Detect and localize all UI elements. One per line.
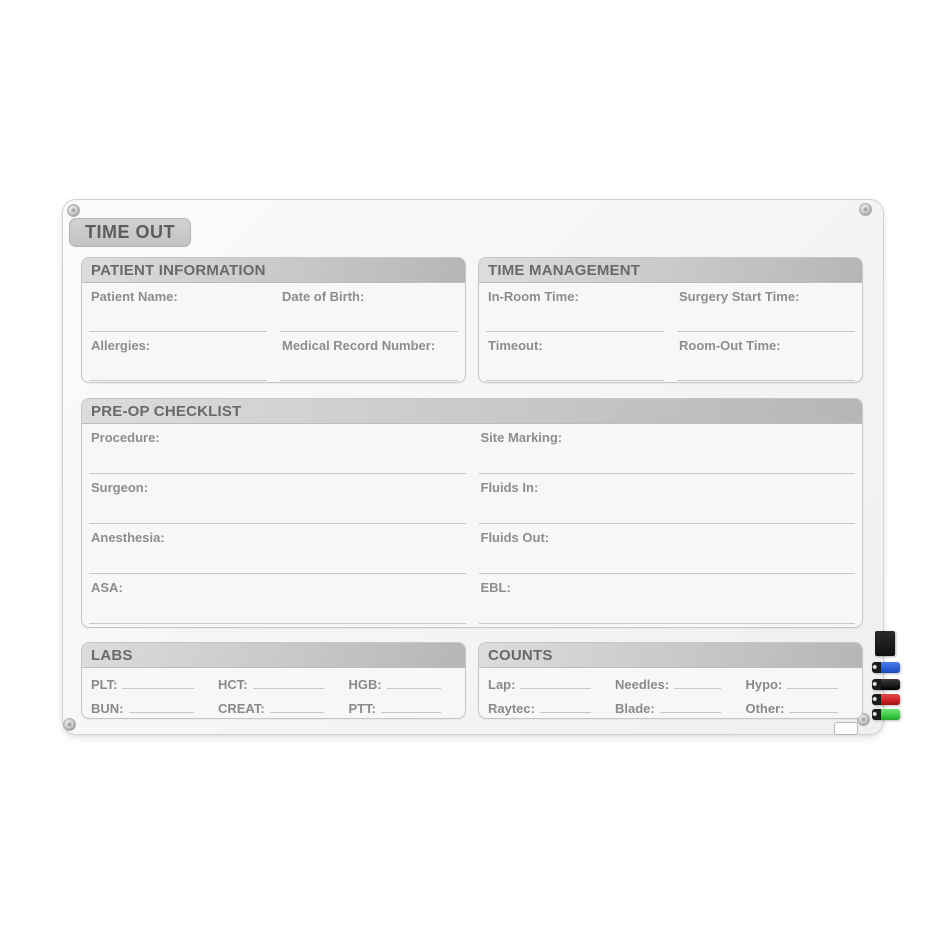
board-title: TIME OUT (85, 222, 175, 242)
field-patient-name: Patient Name: (89, 283, 267, 332)
section-time-management: TIME MANAGEMENT In-Room Time: Surgery St… (478, 257, 863, 383)
field-label: Needles: (614, 677, 670, 692)
write-line (659, 712, 722, 713)
write-line (269, 712, 325, 713)
field-label: Hypo: (745, 677, 783, 692)
write-line (787, 688, 838, 689)
field-room-out-time: Room-Out Time: (677, 332, 855, 381)
section-counts: COUNTS Lap: Needles: Hypo: Raytec: Blade… (478, 642, 863, 719)
section-header-counts: COUNTS (479, 643, 862, 668)
marker-cap (872, 694, 881, 705)
mounting-tab (834, 722, 858, 735)
field-needles: Needles: (613, 671, 736, 695)
section-title: PATIENT INFORMATION (91, 261, 266, 279)
section-title: LABS (91, 646, 133, 664)
field-fluids-out: Fluids Out: (478, 524, 855, 574)
write-line (520, 688, 591, 689)
field-label: Lap: (488, 677, 516, 692)
field-date-of-birth: Date of Birth: (280, 283, 458, 332)
green-marker (872, 709, 900, 720)
field-creat: CREAT: (216, 695, 339, 718)
write-line (789, 712, 838, 713)
preop-checklist-fields: Procedure: Site Marking: Surgeon: Fluids… (82, 424, 862, 627)
write-line (539, 712, 591, 713)
field-label: PLT: (91, 677, 118, 692)
field-label: PTT: (348, 701, 376, 716)
field-hgb: HGB: (346, 671, 455, 695)
marker-cap (872, 679, 881, 690)
patient-information-fields: Patient Name: Date of Birth: Allergies: … (82, 283, 465, 382)
section-header-patient-information: PATIENT INFORMATION (82, 258, 465, 283)
mounting-screw-bottom-left (63, 718, 76, 731)
field-ptt: PTT: (346, 695, 455, 718)
section-patient-information: PATIENT INFORMATION Patient Name: Date o… (81, 257, 466, 383)
whiteboard-eraser (875, 631, 895, 656)
field-site-marking: Site Marking: (478, 424, 855, 474)
write-line (386, 688, 441, 689)
timeout-whiteboard: TIME OUT PATIENT INFORMATION Patient Nam… (62, 199, 900, 735)
black-marker (872, 679, 900, 690)
mounting-screw-top-left (67, 204, 80, 217)
marker-barrel (881, 694, 900, 705)
field-label: HGB: (348, 677, 382, 692)
field-label: BUN: (91, 701, 124, 716)
field-procedure: Procedure: (89, 424, 466, 474)
write-line (380, 712, 441, 713)
section-title: PRE-OP CHECKLIST (91, 402, 242, 420)
write-line (252, 688, 325, 689)
field-hypo: Hypo: (743, 671, 852, 695)
blue-marker (872, 662, 900, 673)
field-hct: HCT: (216, 671, 339, 695)
field-in-room-time: In-Room Time: (486, 283, 664, 332)
field-raytec: Raytec: (486, 695, 605, 718)
field-ebl: EBL: (478, 574, 855, 624)
write-line (674, 688, 722, 689)
field-label: HCT: (217, 677, 248, 692)
section-title: COUNTS (488, 646, 553, 664)
section-title: TIME MANAGEMENT (488, 261, 641, 279)
field-label: Other: (745, 701, 785, 716)
field-fluids-in: Fluids In: (478, 474, 855, 524)
field-label: Blade: (614, 701, 655, 716)
marker-barrel (881, 709, 900, 720)
section-preop-checklist: PRE-OP CHECKLIST Procedure: Site Marking… (81, 398, 863, 628)
field-asa: ASA: (89, 574, 466, 624)
labs-fields: PLT: HCT: HGB: BUN: CREAT: PTT: (82, 668, 465, 718)
field-label: CREAT: (217, 701, 265, 716)
section-header-time-management: TIME MANAGEMENT (479, 258, 862, 283)
marker-barrel (881, 662, 900, 673)
mounting-screw-top-right (859, 203, 872, 216)
field-label: Raytec: (488, 701, 535, 716)
field-medical-record-number: Medical Record Number: (280, 332, 458, 381)
field-anesthesia: Anesthesia: (89, 524, 466, 574)
write-line (128, 712, 194, 713)
section-labs: LABS PLT: HCT: HGB: BUN: CREAT: PTT: (81, 642, 466, 719)
field-other: Other: (743, 695, 852, 718)
red-marker (872, 694, 900, 705)
write-line (122, 688, 194, 689)
marker-barrel (881, 679, 900, 690)
field-allergies: Allergies: (89, 332, 267, 381)
field-plt: PLT: (89, 671, 208, 695)
marker-cap (872, 662, 881, 673)
field-timeout: Timeout: (486, 332, 664, 381)
field-surgery-start-time: Surgery Start Time: (677, 283, 855, 332)
counts-fields: Lap: Needles: Hypo: Raytec: Blade: Other… (479, 668, 862, 718)
section-header-labs: LABS (82, 643, 465, 668)
field-surgeon: Surgeon: (89, 474, 466, 524)
field-bun: BUN: (89, 695, 208, 718)
field-blade: Blade: (613, 695, 736, 718)
marker-cap (872, 709, 881, 720)
board-title-badge: TIME OUT (69, 218, 191, 247)
section-header-preop-checklist: PRE-OP CHECKLIST (82, 399, 862, 424)
time-management-fields: In-Room Time: Surgery Start Time: Timeou… (479, 283, 862, 382)
field-lap: Lap: (486, 671, 605, 695)
